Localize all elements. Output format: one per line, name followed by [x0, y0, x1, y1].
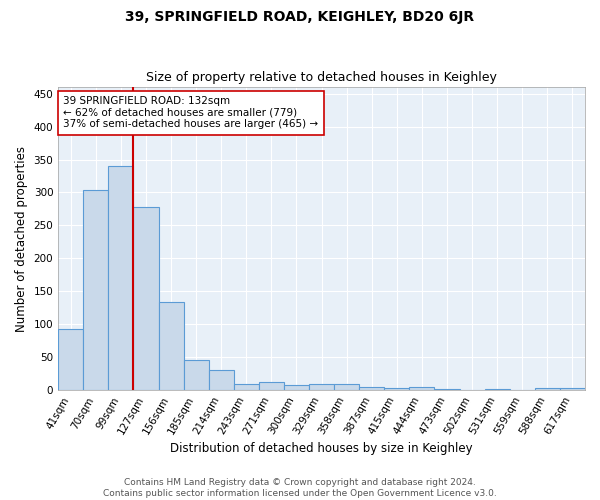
Bar — [158, 302, 184, 390]
Bar — [409, 387, 434, 390]
Bar — [184, 360, 209, 390]
Bar — [259, 382, 284, 390]
Bar — [434, 389, 460, 390]
X-axis label: Distribution of detached houses by size in Keighley: Distribution of detached houses by size … — [170, 442, 473, 455]
Bar — [109, 166, 133, 390]
Bar — [560, 388, 585, 390]
Bar — [284, 386, 309, 390]
Text: Contains HM Land Registry data © Crown copyright and database right 2024.
Contai: Contains HM Land Registry data © Crown c… — [103, 478, 497, 498]
Bar — [234, 384, 259, 390]
Bar — [309, 384, 334, 390]
Bar — [58, 330, 83, 390]
Text: 39 SPRINGFIELD ROAD: 132sqm
← 62% of detached houses are smaller (779)
37% of se: 39 SPRINGFIELD ROAD: 132sqm ← 62% of det… — [64, 96, 319, 130]
Text: 39, SPRINGFIELD ROAD, KEIGHLEY, BD20 6JR: 39, SPRINGFIELD ROAD, KEIGHLEY, BD20 6JR — [125, 10, 475, 24]
Bar — [83, 190, 109, 390]
Bar — [334, 384, 359, 390]
Bar — [485, 389, 510, 390]
Title: Size of property relative to detached houses in Keighley: Size of property relative to detached ho… — [146, 72, 497, 85]
Bar — [535, 388, 560, 390]
Y-axis label: Number of detached properties: Number of detached properties — [15, 146, 28, 332]
Bar — [359, 388, 385, 390]
Bar — [385, 388, 409, 390]
Bar — [209, 370, 234, 390]
Bar — [133, 207, 158, 390]
